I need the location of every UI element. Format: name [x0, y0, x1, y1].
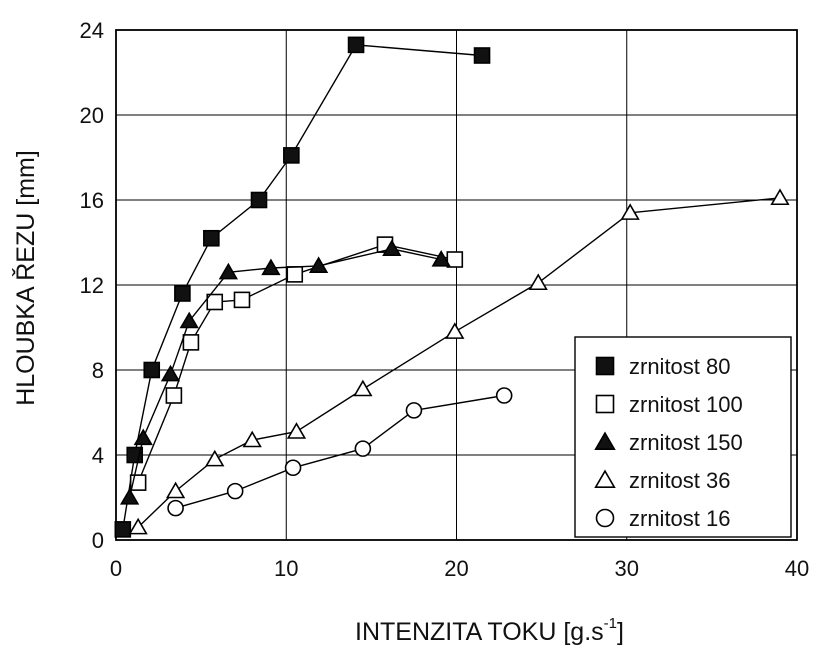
- y-tick-label: 0: [92, 528, 104, 553]
- legend-marker: [594, 469, 616, 489]
- y-tick-label: 8: [92, 358, 104, 383]
- series-zrnitost-100: [129, 236, 464, 491]
- x-tick-label: 0: [110, 556, 122, 581]
- data-point: [286, 266, 304, 283]
- data-point: [233, 291, 251, 309]
- data-point: [179, 311, 199, 329]
- y-tick-label: 16: [80, 188, 104, 213]
- data-point: [446, 251, 464, 268]
- data-point: [250, 191, 268, 209]
- x-axis-title-main: INTENZITA TOKU [g.s: [355, 618, 604, 646]
- legend-marker: [594, 431, 616, 451]
- data-point: [261, 258, 281, 276]
- x-axis-title-superscript: -1: [604, 615, 617, 632]
- series-zrnitost-80: [114, 36, 491, 538]
- data-point: [167, 499, 184, 517]
- y-tick-label: 12: [80, 273, 104, 298]
- legend-entry: zrnitost 150: [594, 430, 743, 455]
- data-point: [226, 482, 244, 500]
- data-point: [242, 430, 262, 448]
- data-point: [347, 36, 365, 54]
- data-point: [203, 229, 220, 247]
- series-line: [137, 243, 455, 483]
- data-point: [206, 293, 224, 311]
- data-point: [286, 422, 307, 439]
- data-point: [405, 402, 423, 419]
- data-point: [119, 488, 140, 505]
- data-point: [431, 250, 451, 267]
- data-point: [308, 256, 329, 274]
- legend-marker: [595, 394, 615, 414]
- grid-lines: [116, 30, 797, 540]
- data-point: [143, 361, 161, 379]
- data-point: [495, 387, 513, 404]
- legend-entry: zrnitost 80: [595, 354, 731, 379]
- data-point: [128, 517, 148, 535]
- data-point: [354, 440, 372, 457]
- data-point: [114, 521, 132, 538]
- legend-label: zrnitost 150: [629, 430, 743, 455]
- data-point: [218, 262, 239, 280]
- data-point: [165, 481, 186, 499]
- y-tick-label: 20: [80, 103, 104, 128]
- series-zrnitost-36: [128, 188, 790, 535]
- series-layer: [114, 36, 790, 538]
- legend-marker: [595, 356, 615, 376]
- data-point: [205, 449, 225, 467]
- data-point: [283, 147, 300, 164]
- legend-label: zrnitost 80: [629, 354, 731, 379]
- y-axis-title: HLOUBKA ŘEZU [mm]: [11, 150, 40, 406]
- series-line: [137, 197, 781, 528]
- data-point: [528, 273, 548, 291]
- legend-entry: zrnitost 36: [594, 468, 731, 493]
- x-tick-label: 10: [274, 556, 298, 581]
- data-point: [353, 379, 373, 397]
- data-point: [382, 239, 402, 257]
- data-point: [445, 322, 465, 339]
- legend: zrnitost 80 zrnitost 100 zrnitost 150 zrnit…: [574, 336, 792, 538]
- plot-area-frame: [115, 29, 798, 541]
- y-tick-label: 4: [92, 443, 104, 468]
- data-point: [770, 188, 790, 206]
- legend-label: zrnitost 16: [629, 506, 731, 531]
- series-line: [175, 394, 505, 509]
- x-tick-label: 40: [785, 556, 809, 581]
- x-tick-label: 30: [615, 556, 639, 581]
- data-point: [160, 364, 181, 382]
- series-zrnitost-150: [119, 239, 451, 505]
- x-axis-title: INTENZITA TOKU [g.s-1]: [355, 615, 624, 646]
- series-zrnitost-16: [167, 387, 513, 517]
- legend-marker: [595, 508, 615, 528]
- data-point: [284, 459, 302, 477]
- data-point: [174, 285, 191, 302]
- x-tick-label: 20: [444, 556, 468, 581]
- data-point: [182, 334, 200, 351]
- legend-entry: zrnitost 100: [595, 392, 743, 417]
- data-point: [165, 387, 183, 404]
- data-point: [620, 203, 640, 220]
- legend-entry: zrnitost 16: [595, 506, 731, 531]
- y-tick-label: 24: [80, 18, 104, 43]
- legend-label: zrnitost 100: [629, 392, 743, 417]
- legend-label: zrnitost 36: [629, 468, 731, 493]
- data-point: [133, 428, 153, 446]
- tick-labels: 0 10 20 30 40 0 4 8 12 16 20 24: [80, 18, 810, 581]
- data-point: [473, 47, 491, 64]
- x-axis-title-end: ]: [617, 618, 624, 646]
